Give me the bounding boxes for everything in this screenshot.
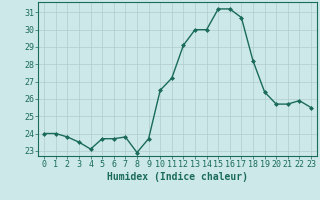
X-axis label: Humidex (Indice chaleur): Humidex (Indice chaleur) [107, 172, 248, 182]
